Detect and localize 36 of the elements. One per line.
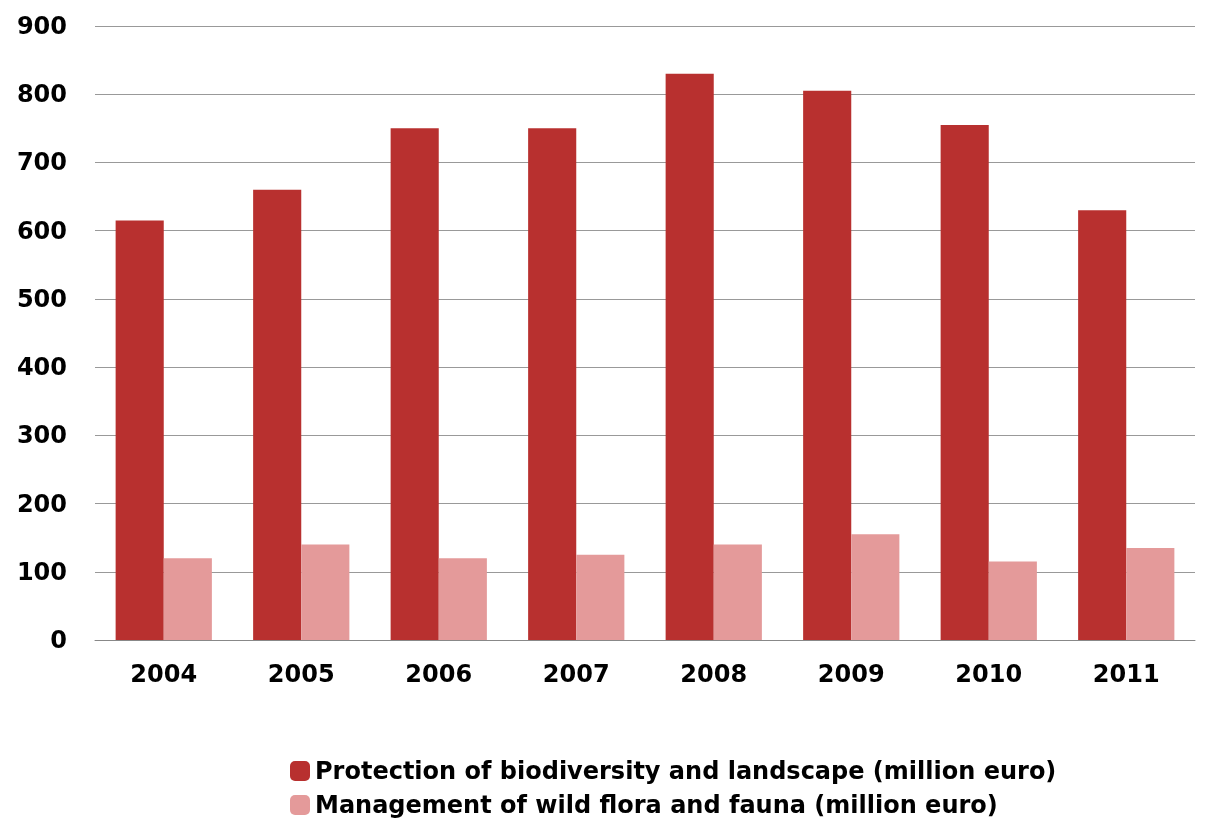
x-tick-label: 2010	[955, 660, 1023, 688]
bar	[1126, 547, 1175, 640]
bar	[851, 534, 900, 640]
x-tick-label: 2006	[405, 660, 473, 688]
x-tick-label: 2008	[680, 660, 748, 688]
bar	[713, 544, 762, 640]
bar	[115, 220, 164, 640]
y-tick-label: 100	[16, 557, 67, 586]
bar	[253, 189, 302, 640]
x-tick-label: 2009	[817, 660, 885, 688]
y-tick-label: 800	[16, 80, 67, 109]
bar	[1078, 210, 1127, 640]
x-tick-label: 2007	[542, 660, 610, 688]
bar	[163, 558, 212, 640]
bar	[988, 561, 1037, 640]
y-tick-label: 600	[16, 216, 67, 245]
y-tick-label: 300	[16, 421, 67, 450]
y-tick-label: 500	[16, 284, 67, 313]
bar	[390, 128, 439, 640]
legend-label: Protection of biodiversity and landscape (million euro)	[315, 757, 1057, 785]
x-tick-label: 2004	[130, 660, 198, 688]
bar	[940, 124, 989, 640]
legend-label: Management of wild flora and fauna (million euro)	[315, 791, 998, 819]
x-tick-label: 2011	[1092, 660, 1160, 688]
bar	[803, 90, 852, 640]
bar	[301, 544, 350, 640]
bar	[576, 554, 625, 640]
bar	[665, 73, 714, 640]
y-tick-label: 0	[50, 626, 67, 654]
y-tick-label: 400	[16, 353, 67, 382]
bar	[438, 558, 487, 640]
bar	[528, 128, 577, 640]
x-tick-label: 2005	[267, 660, 335, 688]
y-tick-label: 700	[16, 148, 67, 177]
y-tick-label: 900	[16, 12, 67, 40]
y-tick-label: 200	[16, 489, 67, 518]
